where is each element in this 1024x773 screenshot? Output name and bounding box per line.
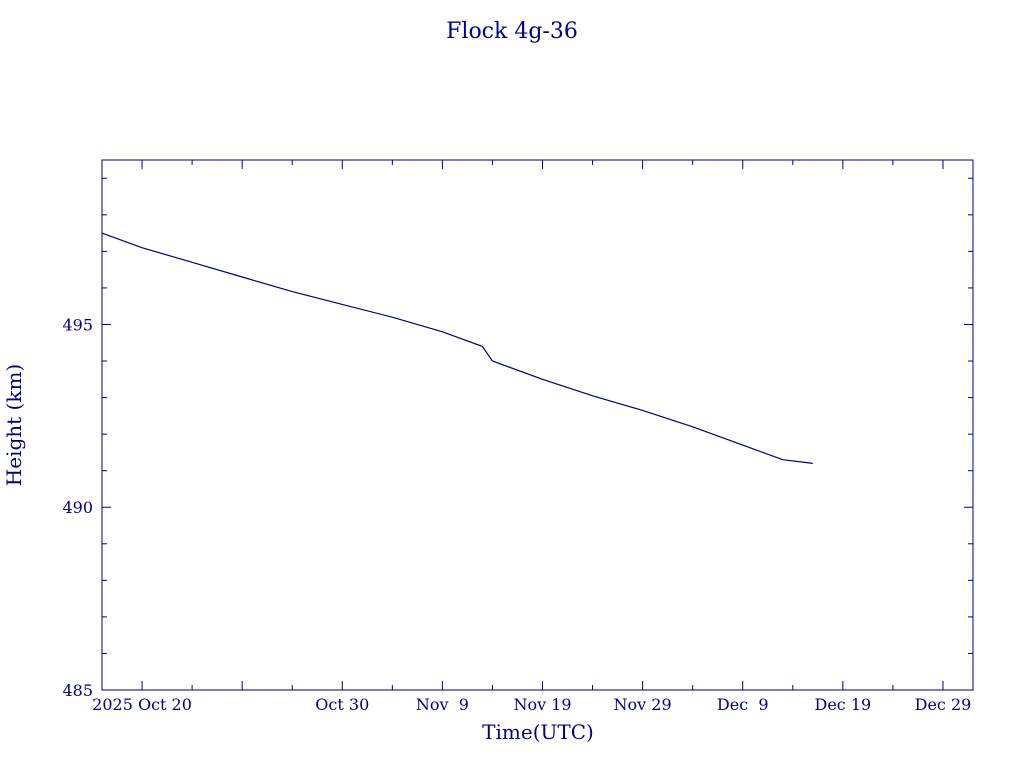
x-axis-ticks: 2025 Oct 20 Oct 30 Nov 9 Nov 19 Nov 29 Dec 9 D… [92,160,971,714]
y-tick-label: 485 [62,681,93,700]
x-tick-label: Dec 29 [915,695,972,714]
x-tick-label: Oct 30 [315,695,369,714]
y-tick-label: 490 [62,498,93,517]
y-tick-label: 495 [62,315,93,334]
x-axis-label: Time(UTC) [482,720,594,744]
x-tick-label: Nov 9 [416,695,469,714]
y-axis-label: Height (km) [2,364,26,486]
plot-frame [101,159,974,691]
series-line [101,232,813,464]
x-tick-label: Dec 19 [814,695,871,714]
x-tick-label: Nov 19 [513,695,571,714]
chart-title: Flock 4g-36 [446,19,578,44]
y-axis-ticks: 485 490 495 [62,177,973,700]
x-tick-label: Nov 29 [614,695,672,714]
x-tick-label: Dec 9 [717,695,769,714]
x-tick-label: 2025 Oct 20 [92,695,192,714]
